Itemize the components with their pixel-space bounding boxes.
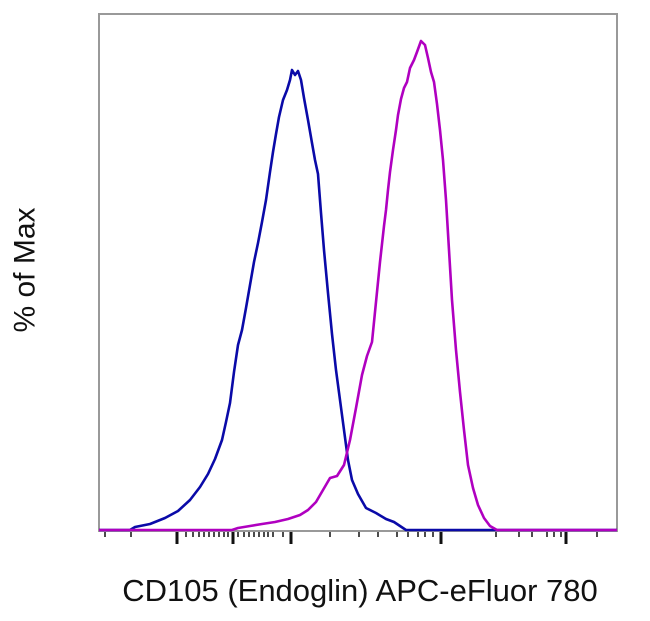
plot-frame — [98, 13, 618, 532]
y-axis-label-text: % of Max — [9, 207, 43, 333]
histogram-series — [99, 39, 617, 532]
x-axis-ticks — [104, 532, 598, 544]
x-axis-label: CD105 (Endoglin) APC-eFluor 780 — [122, 573, 598, 608]
cd105-stained-curve — [99, 39, 617, 532]
isotype-control-curve — [99, 68, 617, 532]
y-axis-label: % of Max — [4, 180, 48, 360]
